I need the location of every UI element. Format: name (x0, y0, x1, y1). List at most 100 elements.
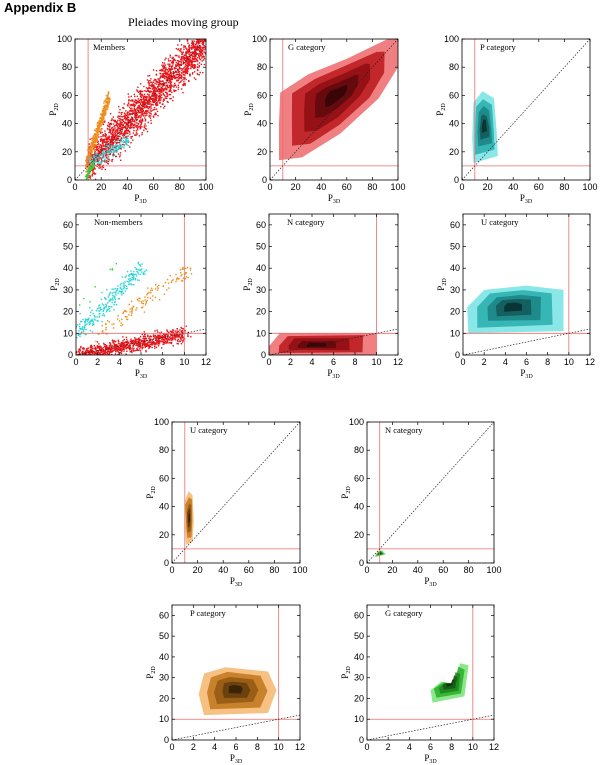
data-point-red (136, 118, 138, 121)
data-point-red (161, 70, 163, 72)
data-point-red (148, 337, 150, 340)
data-point-red (92, 359, 93, 360)
data-point-red (183, 83, 185, 86)
data-point-red (160, 90, 162, 93)
data-point-orange (98, 122, 100, 124)
data-point-green (92, 161, 94, 163)
data-point-red (118, 343, 120, 345)
data-point-orange (95, 340, 97, 343)
data-point-cyan (112, 155, 114, 157)
data-point-red (169, 54, 171, 56)
data-point-red (171, 57, 173, 59)
data-point-orange (86, 156, 88, 159)
data-point-red (140, 96, 142, 98)
data-point-red (115, 130, 117, 133)
data-point-red (189, 52, 192, 54)
data-point-red (117, 352, 120, 354)
data-point-cyan (101, 303, 103, 305)
data-point-red (176, 64, 178, 66)
data-point-orange (156, 289, 159, 291)
data-point-cyan (130, 273, 132, 275)
data-point-red (104, 351, 106, 353)
data-point-red (132, 99, 134, 102)
data-point-red (95, 347, 97, 350)
data-point-red (177, 343, 180, 345)
data-point-red (195, 58, 197, 61)
data-point-cyan (139, 273, 141, 276)
data-point-red (190, 59, 192, 61)
data-point-red (161, 73, 164, 75)
data-point-red (120, 159, 122, 161)
data-point-red (129, 346, 131, 348)
data-point-red (119, 152, 122, 154)
data-point-red (176, 59, 179, 62)
data-point-red (169, 70, 172, 72)
data-point-orange (86, 164, 88, 166)
data-point-orange (190, 273, 193, 275)
data-point-red (117, 127, 119, 129)
data-point-red (107, 147, 109, 149)
data-point-red (123, 103, 125, 105)
data-point-red (165, 95, 167, 98)
data-point-red (145, 103, 147, 105)
data-point-orange (182, 277, 185, 279)
data-point-red (125, 348, 127, 350)
data-point-red (182, 68, 184, 70)
data-point-red (145, 128, 148, 130)
data-point-orange (94, 139, 97, 141)
data-point-red (123, 134, 125, 136)
data-point-cyan (91, 319, 94, 322)
data-point-cyan (98, 160, 100, 162)
density-contour-4 (442, 675, 458, 690)
data-point-orange (85, 159, 87, 161)
data-point-red (106, 127, 109, 130)
data-point-red (135, 134, 137, 136)
data-point-red (177, 88, 179, 91)
data-point-red (136, 101, 139, 103)
data-point-red (104, 148, 106, 150)
data-point-red (146, 79, 149, 81)
data-point-red (120, 137, 123, 139)
data-point-cyan (111, 146, 113, 148)
data-point-cyan (114, 151, 116, 153)
data-point-red (180, 338, 182, 340)
data-point-red (125, 130, 127, 132)
data-point-cyan (125, 142, 127, 145)
data-point-red (181, 329, 183, 332)
plot-frame (366, 604, 495, 741)
data-point-red (181, 337, 184, 339)
plot-area-a (75, 35, 209, 180)
data-point-red (94, 173, 97, 175)
data-point-red (208, 41, 209, 42)
data-point-red (120, 124, 123, 126)
data-point-orange (94, 144, 97, 146)
data-point-red (167, 342, 169, 344)
x-tick-label: 20 (96, 182, 106, 192)
data-point-red (206, 35, 207, 36)
data-point-red (93, 161, 95, 163)
data-point-red (173, 90, 175, 93)
data-point-red (174, 339, 177, 341)
data-point-red (102, 141, 104, 143)
data-point-red (186, 57, 189, 59)
data-point-red (175, 54, 178, 57)
data-point-red (202, 59, 205, 61)
data-point-red (117, 350, 119, 353)
data-point-red (123, 345, 125, 347)
data-point-red (137, 123, 140, 125)
data-point-red (100, 158, 103, 160)
data-point-red (168, 64, 170, 67)
data-point-red (170, 90, 172, 92)
data-point-red (91, 162, 93, 164)
data-point-red (133, 124, 136, 126)
data-point-red (129, 104, 131, 106)
data-point-red (152, 94, 154, 97)
data-point-red (180, 44, 183, 46)
data-point-red (156, 88, 158, 90)
data-point-red (161, 341, 163, 343)
data-point-red (104, 168, 106, 171)
data-point-cyan (90, 320, 92, 322)
data-point-cyan (99, 308, 102, 310)
y-tick-label: 100 (252, 34, 267, 44)
data-point-red (169, 94, 172, 96)
